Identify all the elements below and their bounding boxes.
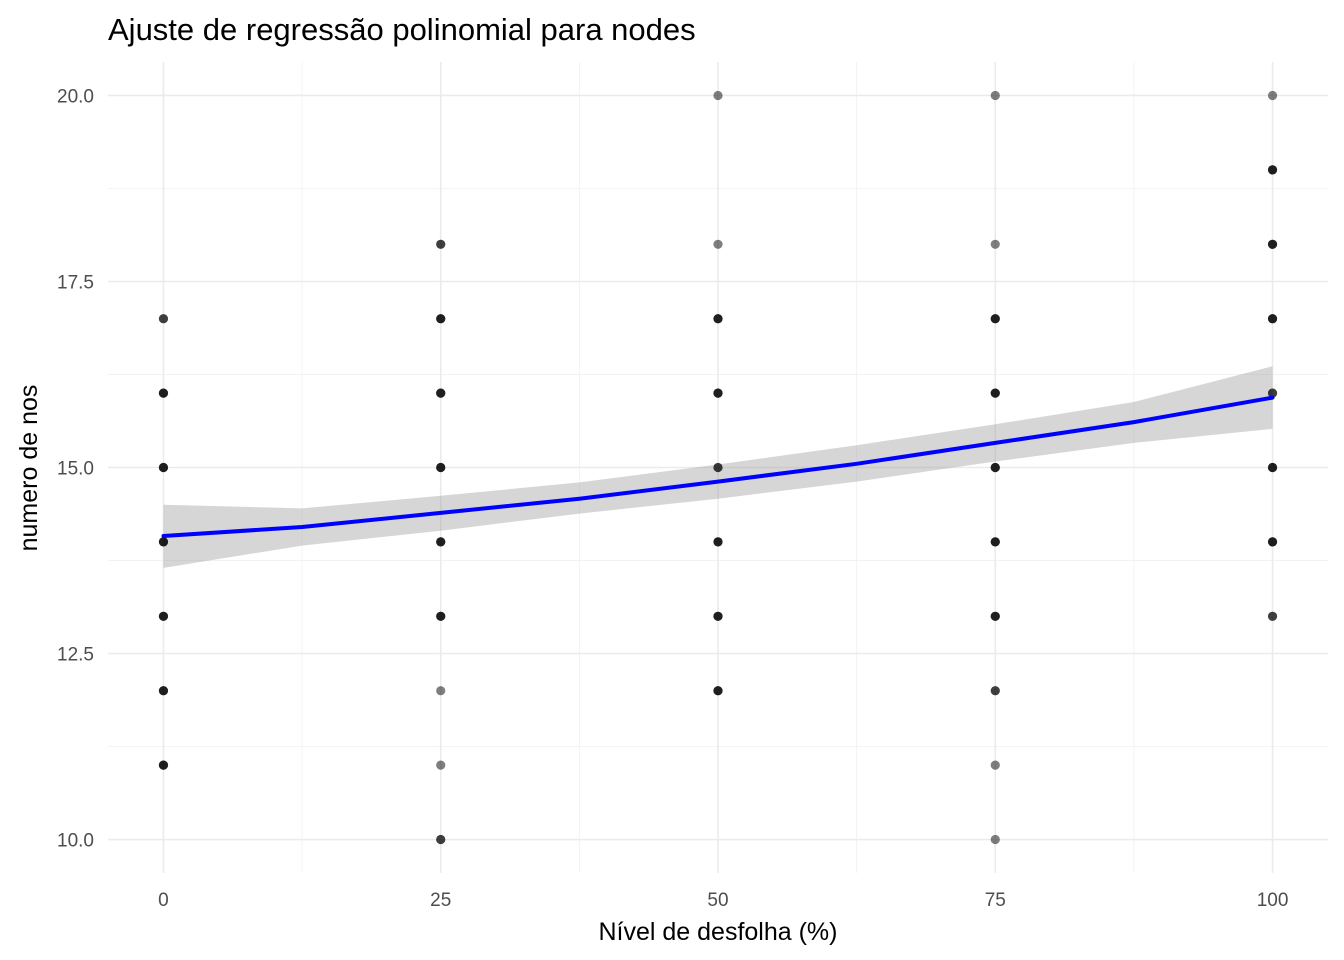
scatter-point [713,90,723,101]
scatter-point [436,239,446,249]
scatter-point [713,686,723,696]
scatter-point [990,90,1000,101]
scatter-point [436,314,446,324]
scatter-point [1267,388,1278,398]
scatter-point [1267,239,1278,249]
y-tick-label: 20.0 [57,86,94,107]
scatter-point [990,834,1000,845]
y-axis-ticks: 10.0 12.5 15.0 17.5 20.0 [57,86,94,851]
scatter-point [990,462,1000,473]
x-tick-label: 100 [1257,890,1289,911]
scatter-point [158,314,169,324]
x-tick-label: 25 [430,890,451,911]
scatter-point [1267,90,1278,101]
scatter-point [713,537,723,547]
x-tick-label: 75 [985,890,1006,911]
scatter-point [436,462,446,473]
x-tick-label: 50 [707,890,728,911]
scatter-points [158,90,1278,845]
y-axis-title: numero de nos [15,385,43,552]
x-axis-title: Nível de desfolha (%) [598,918,837,946]
scatter-point [1267,165,1278,175]
scatter-point [1267,462,1278,473]
scatter-point [158,462,169,473]
scatter-point [990,611,1000,621]
scatter-point [713,314,723,324]
scatter-point [436,834,446,845]
scatter-point [990,537,1000,547]
scatter-point [158,611,169,621]
x-tick-label: 0 [158,890,169,911]
scatter-point [990,760,1000,770]
scatter-point [436,686,446,696]
scatter-point [713,388,723,398]
scatter-point [713,611,723,621]
y-tick-label: 15.0 [57,459,94,480]
scatter-point [158,388,169,398]
scatter-point [436,537,446,547]
fit-line-layer [161,395,1275,538]
scatter-point [713,462,723,473]
scatter-point [1267,314,1278,324]
scatter-point [990,314,1000,324]
scatter-point [713,239,723,249]
x-axis-ticks: 0 25 50 75 100 [158,890,1288,911]
y-tick-label: 17.5 [57,272,94,293]
scatter-point [990,239,1000,249]
scatter-point [1267,537,1278,547]
scatter-point [990,686,1000,696]
scatter-point [158,537,169,547]
scatter-point [436,611,446,621]
scatter-point [990,388,1000,398]
scatter-point [1267,611,1278,621]
y-tick-label: 12.5 [57,645,94,666]
scatter-point [436,388,446,398]
fit-line [161,395,1275,538]
scatter-point [436,760,446,770]
scatter-point [158,686,169,696]
y-tick-label: 10.0 [57,831,94,852]
chart-title: Ajuste de regressão polinomial para node… [108,12,696,47]
scatter-point [158,760,169,770]
